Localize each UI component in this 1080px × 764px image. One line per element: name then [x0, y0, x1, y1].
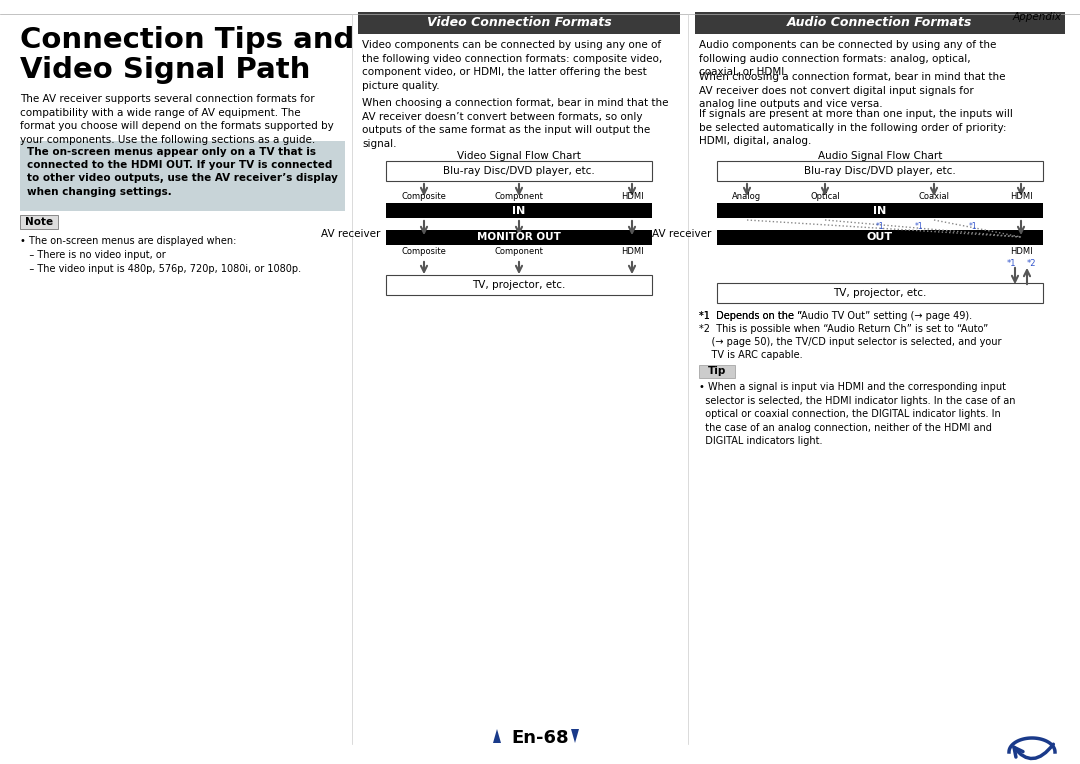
- Text: *1: *1: [1007, 259, 1016, 268]
- Bar: [386, 203, 652, 218]
- Text: TV, projector, etc.: TV, projector, etc.: [834, 288, 927, 298]
- Text: Analog: Analog: [732, 192, 761, 201]
- Text: AV receiver: AV receiver: [321, 229, 380, 239]
- Text: Coaxial: Coaxial: [918, 192, 949, 201]
- Bar: [21, 215, 58, 229]
- Text: Tip: Tip: [707, 367, 726, 377]
- Text: Video Signal Flow Chart: Video Signal Flow Chart: [457, 151, 581, 161]
- Text: Blu-ray Disc/DVD player, etc.: Blu-ray Disc/DVD player, etc.: [805, 166, 956, 176]
- Text: When choosing a connection format, bear in mind that the
AV receiver doesn’t con: When choosing a connection format, bear …: [362, 98, 669, 149]
- Text: *2: *2: [1026, 259, 1036, 268]
- Text: Audio Connection Formats: Audio Connection Formats: [787, 17, 973, 30]
- Bar: [386, 161, 652, 181]
- Bar: [386, 275, 652, 295]
- Text: HDMI: HDMI: [1010, 247, 1032, 256]
- Text: AV receiver: AV receiver: [651, 229, 711, 239]
- Text: • The on-screen menus are displayed when:
   – There is no video input, or
   – : • The on-screen menus are displayed when…: [21, 236, 301, 274]
- Text: TV, projector, etc.: TV, projector, etc.: [472, 280, 566, 290]
- Bar: [717, 161, 1043, 181]
- Text: *1: *1: [876, 222, 885, 231]
- Text: Composite: Composite: [402, 192, 446, 201]
- Bar: [386, 230, 652, 245]
- Bar: [717, 283, 1043, 303]
- Bar: [717, 230, 1043, 245]
- Text: *1: *1: [969, 222, 977, 231]
- Text: *1  Depends on the “Audio TV Out” setting (→ page 49).: *1 Depends on the “Audio TV Out” setting…: [699, 311, 972, 321]
- Text: MONITOR OUT: MONITOR OUT: [477, 232, 561, 242]
- Text: Appendix: Appendix: [1013, 12, 1062, 22]
- Bar: [699, 365, 735, 378]
- Text: Composite: Composite: [402, 247, 446, 256]
- Text: Note: Note: [25, 217, 53, 227]
- Bar: [717, 203, 1043, 218]
- Text: Blu-ray Disc/DVD player, etc.: Blu-ray Disc/DVD player, etc.: [443, 166, 595, 176]
- Text: *1  Depends on the “: *1 Depends on the “: [699, 311, 802, 321]
- Text: Optical: Optical: [810, 192, 840, 201]
- Text: HDMI: HDMI: [621, 247, 644, 256]
- Text: Audio components can be connected by using any of the
following audio connection: Audio components can be connected by usi…: [699, 40, 997, 77]
- Text: *1: *1: [915, 222, 923, 231]
- Text: Connection Tips and
Video Signal Path: Connection Tips and Video Signal Path: [21, 26, 354, 84]
- Text: IN: IN: [512, 206, 526, 215]
- Text: Audio Signal Flow Chart: Audio Signal Flow Chart: [818, 151, 942, 161]
- Text: • When a signal is input via HDMI and the corresponding input
  selector is sele: • When a signal is input via HDMI and th…: [699, 382, 1015, 446]
- Text: Video Connection Formats: Video Connection Formats: [427, 17, 611, 30]
- Text: If signals are present at more than one input, the inputs will
be selected autom: If signals are present at more than one …: [699, 109, 1013, 146]
- Text: *2  This is possible when “Audio Return Ch” is set to “Auto”
    (→ page 50), th: *2 This is possible when “Audio Return C…: [699, 324, 1001, 361]
- Bar: [696, 12, 1065, 34]
- Text: En-68: En-68: [511, 729, 569, 747]
- Text: IN: IN: [874, 206, 887, 215]
- Text: When choosing a connection format, bear in mind that the
AV receiver does not co: When choosing a connection format, bear …: [699, 72, 1005, 109]
- Text: Component: Component: [495, 247, 543, 256]
- Text: The AV receiver supports several connection formats for
compatibility with a wid: The AV receiver supports several connect…: [21, 94, 334, 145]
- Polygon shape: [571, 729, 579, 743]
- Text: Video components can be connected by using any one of
the following video connec: Video components can be connected by usi…: [362, 40, 662, 91]
- Bar: [21, 141, 345, 211]
- Bar: [357, 12, 680, 34]
- Text: The on-screen menus appear only on a TV that is
connected to the HDMI OUT. If yo: The on-screen menus appear only on a TV …: [27, 147, 338, 196]
- Text: OUT: OUT: [867, 232, 893, 242]
- Text: Component: Component: [495, 192, 543, 201]
- Text: HDMI: HDMI: [1010, 192, 1032, 201]
- Text: HDMI: HDMI: [621, 192, 644, 201]
- Polygon shape: [492, 729, 501, 743]
